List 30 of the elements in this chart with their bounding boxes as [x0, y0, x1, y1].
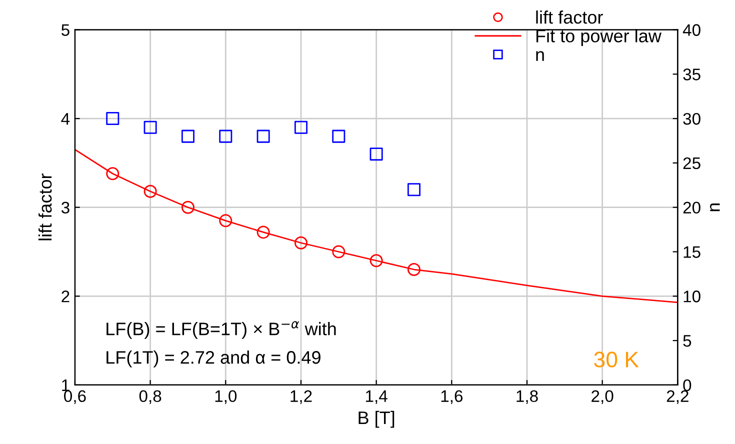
y2-tick-label: 10	[684, 290, 700, 302]
legend-label: n	[536, 51, 544, 61]
annotation: LF(1T) = 2.72 and α = 0.49	[106, 350, 320, 368]
x-tick-label: 1,8	[516, 390, 538, 404]
y2-tick-label: 40	[682, 24, 700, 36]
x-tick-label: 0,6	[64, 390, 86, 404]
x-tick-label: 1,2	[290, 390, 312, 404]
y-tick-label: 2	[62, 290, 70, 302]
x-tick-label: 1,0	[215, 390, 237, 404]
y2-tick-label: 20	[683, 202, 700, 214]
x-tick-label: 1,6	[441, 390, 463, 404]
y2-tick-label: 35	[683, 68, 700, 80]
annotation: 30 K	[594, 352, 639, 368]
x-tick-label: 2,0	[592, 390, 614, 404]
y2-tick-label: 0	[683, 379, 692, 392]
y-tick-label: 5	[62, 24, 70, 36]
y2-tick-label: 25	[683, 157, 700, 170]
y-axis-title: lift factor	[38, 174, 52, 240]
x-tick-label: 2,2	[666, 390, 688, 404]
annotation: LF(B) = LF(B=1T) × B$^{−α}$ with	[106, 321, 336, 339]
x-tick-label: 0,8	[139, 390, 162, 404]
x-axis-title: B [T]	[358, 410, 394, 428]
x-tick-label: 1,4	[366, 390, 388, 404]
y-tick-label: 3	[61, 202, 70, 214]
y-tick-label: 4	[61, 113, 70, 125]
y2-tick-label: 30	[683, 112, 700, 125]
y2-tick-label: 5	[683, 335, 692, 347]
y2-axis-title: n	[710, 204, 720, 212]
legend-label: lift factor	[536, 10, 603, 24]
y2-tick-label: 15	[684, 246, 700, 258]
